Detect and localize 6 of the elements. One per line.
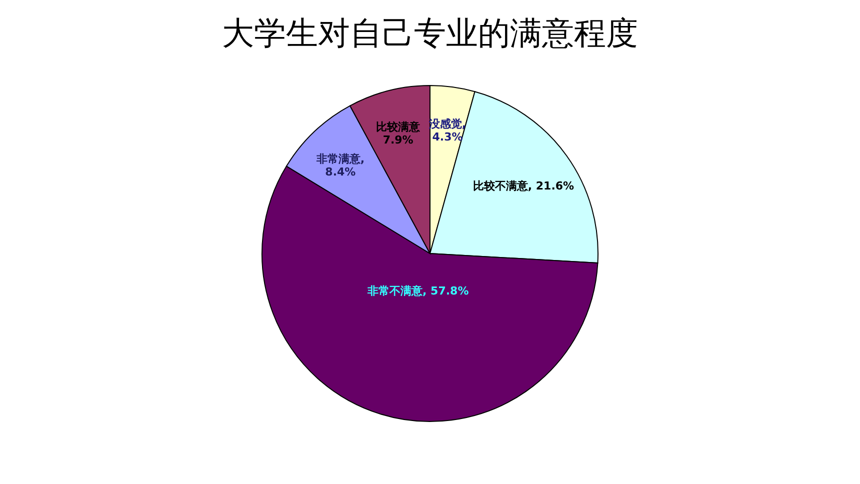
data-label: 7.9% bbox=[382, 133, 414, 146]
slice-label: 比较不满意, 21.6% bbox=[472, 179, 574, 192]
slice-label: 非常不满意, 57.8% bbox=[366, 284, 469, 298]
slice-label: 非常满意, 8.4% bbox=[315, 152, 365, 178]
slice-label: 比较满意 bbox=[376, 120, 422, 134]
chart-title: 大学生对自己专业的满意程度 bbox=[222, 14, 638, 52]
